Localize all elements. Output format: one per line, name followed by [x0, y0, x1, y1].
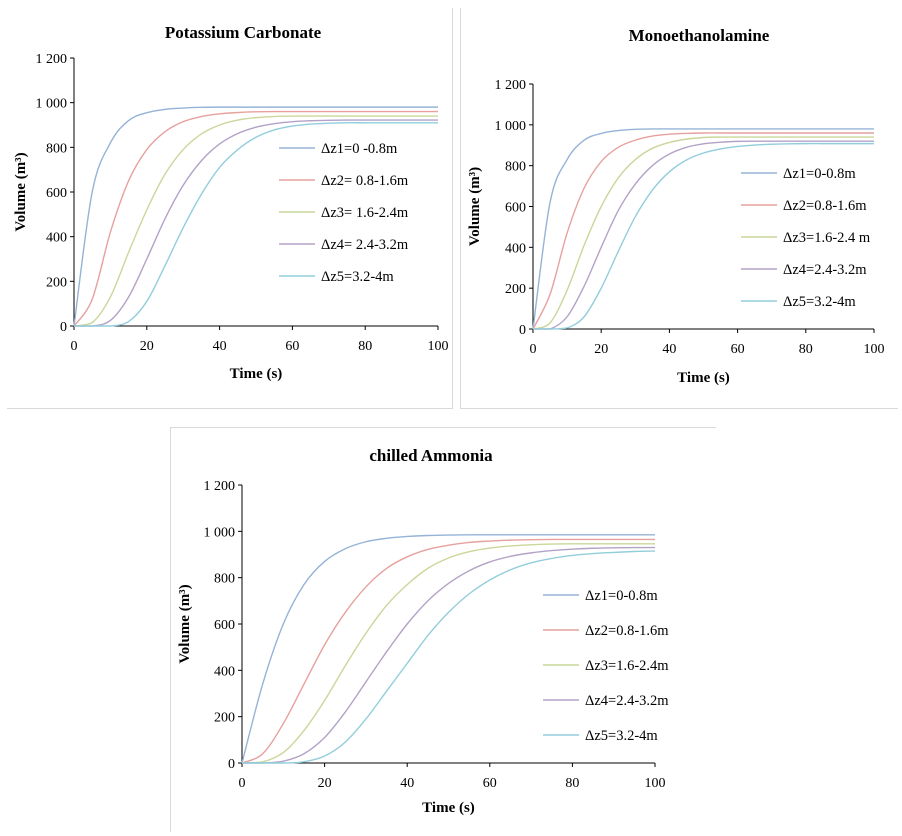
x-tick-label: 20: [594, 342, 608, 357]
series-line-2: [241, 538, 655, 764]
legend-label-3: Δz3=1.6-2.4m: [585, 658, 669, 674]
y-tick-label: 0: [519, 323, 526, 338]
x-tick-label: 60: [731, 342, 745, 357]
legend-label-2: Δz2= 0.8-1.6m: [321, 173, 409, 189]
y-tick-label: 200: [46, 275, 67, 290]
y-axis-label: Volume (m³): [467, 167, 483, 246]
y-tick-label: 1 000: [495, 119, 527, 134]
series-line-4: [242, 546, 656, 764]
x-tick-label: 0: [239, 776, 246, 791]
series-line-1: [73, 106, 438, 327]
x-axis-label: Time (s): [230, 366, 283, 382]
x-tick-label: 80: [565, 776, 579, 791]
y-tick-label: 800: [46, 141, 67, 156]
x-tick-label: 80: [799, 342, 813, 357]
chart-svg-monoethanolamine: Monoethanolamine 0 200 400 600 800 1 000 1 200 0…: [467, 26, 885, 386]
series-line-1: [241, 534, 655, 764]
chart-chilled-ammonia: chilled Ammonia 0 200 400 600 800 1 000 1 200 0 2…: [170, 427, 716, 832]
legend-label-3: Δz3= 1.6-2.4m: [321, 205, 409, 221]
series-line-5: [74, 122, 438, 327]
legend-label-5: Δz5=3.2-4m: [783, 294, 856, 310]
x-tick-label: 100: [645, 776, 666, 791]
x-tick-label: 60: [483, 776, 497, 791]
legend-label-4: Δz4= 2.4-3.2m: [321, 237, 409, 253]
y-tick-label: 1 200: [36, 52, 68, 67]
y-tick-label: 600: [214, 618, 235, 633]
legend-label-1: Δz1=0-0.8m: [585, 588, 658, 604]
legend-label-2: Δz2=0.8-1.6m: [585, 623, 669, 639]
y-tick-label: 200: [505, 282, 526, 297]
legend-label-1: Δz1=0-0.8m: [783, 166, 856, 182]
chart-svg-chilled-ammonia: chilled Ammonia 0 200 400 600 800 1 000 1 200 0 2…: [177, 446, 669, 816]
y-tick-label: 1 000: [36, 97, 68, 112]
series-line-4: [74, 119, 438, 327]
x-tick-label: 40: [213, 339, 227, 354]
x-tick-label: 40: [662, 342, 676, 357]
series-line-3: [532, 136, 874, 330]
chart-monoethanolamine: Monoethanolamine 0 200 400 600 800 1 000 1 200 0…: [460, 8, 898, 409]
series-line-3: [241, 543, 656, 764]
x-tick-label: 0: [530, 342, 537, 357]
y-tick-label: 1 200: [495, 78, 527, 93]
x-axis-label: Time (s): [422, 800, 475, 816]
y-tick-label: 400: [505, 241, 526, 256]
legend-label-5: Δz5=3.2-4m: [321, 269, 394, 285]
y-tick-label: 600: [505, 201, 526, 216]
x-axis-label: Time (s): [677, 370, 730, 386]
x-tick-label: 20: [140, 339, 154, 354]
x-tick-label: 40: [400, 776, 414, 791]
series-line-5: [242, 550, 656, 764]
x-tick-label: 0: [71, 339, 78, 354]
legend-label-2: Δz2=0.8-1.6m: [783, 198, 867, 214]
series-line-3: [73, 115, 438, 327]
x-tick-label: 80: [358, 339, 372, 354]
y-tick-label: 400: [46, 231, 67, 246]
legend-label-3: Δz3=1.6-2.4 m: [783, 230, 871, 246]
y-tick-label: 600: [46, 186, 67, 201]
x-tick-label: 20: [318, 776, 332, 791]
y-tick-label: 0: [60, 320, 67, 335]
y-axis-label: Volume (m³): [177, 584, 193, 663]
series-line-2: [73, 110, 438, 327]
chart-title: chilled Ammonia: [369, 446, 493, 465]
chart-title: Potassium Carbonate: [165, 23, 322, 42]
series-line-5: [533, 142, 874, 330]
y-tick-label: 0: [228, 757, 235, 772]
legend-label-4: Δz4=2.4-3.2m: [783, 262, 867, 278]
y-tick-label: 400: [214, 664, 235, 679]
x-tick-label: 100: [428, 339, 449, 354]
series-line-1: [532, 128, 874, 330]
y-tick-label: 200: [214, 711, 235, 726]
x-tick-label: 100: [864, 342, 885, 357]
y-tick-label: 800: [505, 160, 526, 175]
legend-label-1: Δz1=0 -0.8m: [321, 141, 398, 157]
series-line-2: [532, 132, 874, 330]
series-line-4: [533, 140, 874, 330]
legend-label-5: Δz5=3.2-4m: [585, 728, 658, 744]
chart-potassium-carbonate: Potassium Carbonate 0 200 400 600 800 1 000 1 2…: [7, 8, 453, 409]
legend-label-4: Δz4=2.4-3.2m: [585, 693, 669, 709]
y-axis-label: Volume (m³): [13, 152, 29, 231]
chart-title: Monoethanolamine: [629, 26, 770, 45]
y-tick-label: 1 000: [204, 525, 236, 540]
x-tick-label: 60: [285, 339, 299, 354]
y-tick-label: 1 200: [204, 479, 236, 494]
y-tick-label: 800: [214, 572, 235, 587]
